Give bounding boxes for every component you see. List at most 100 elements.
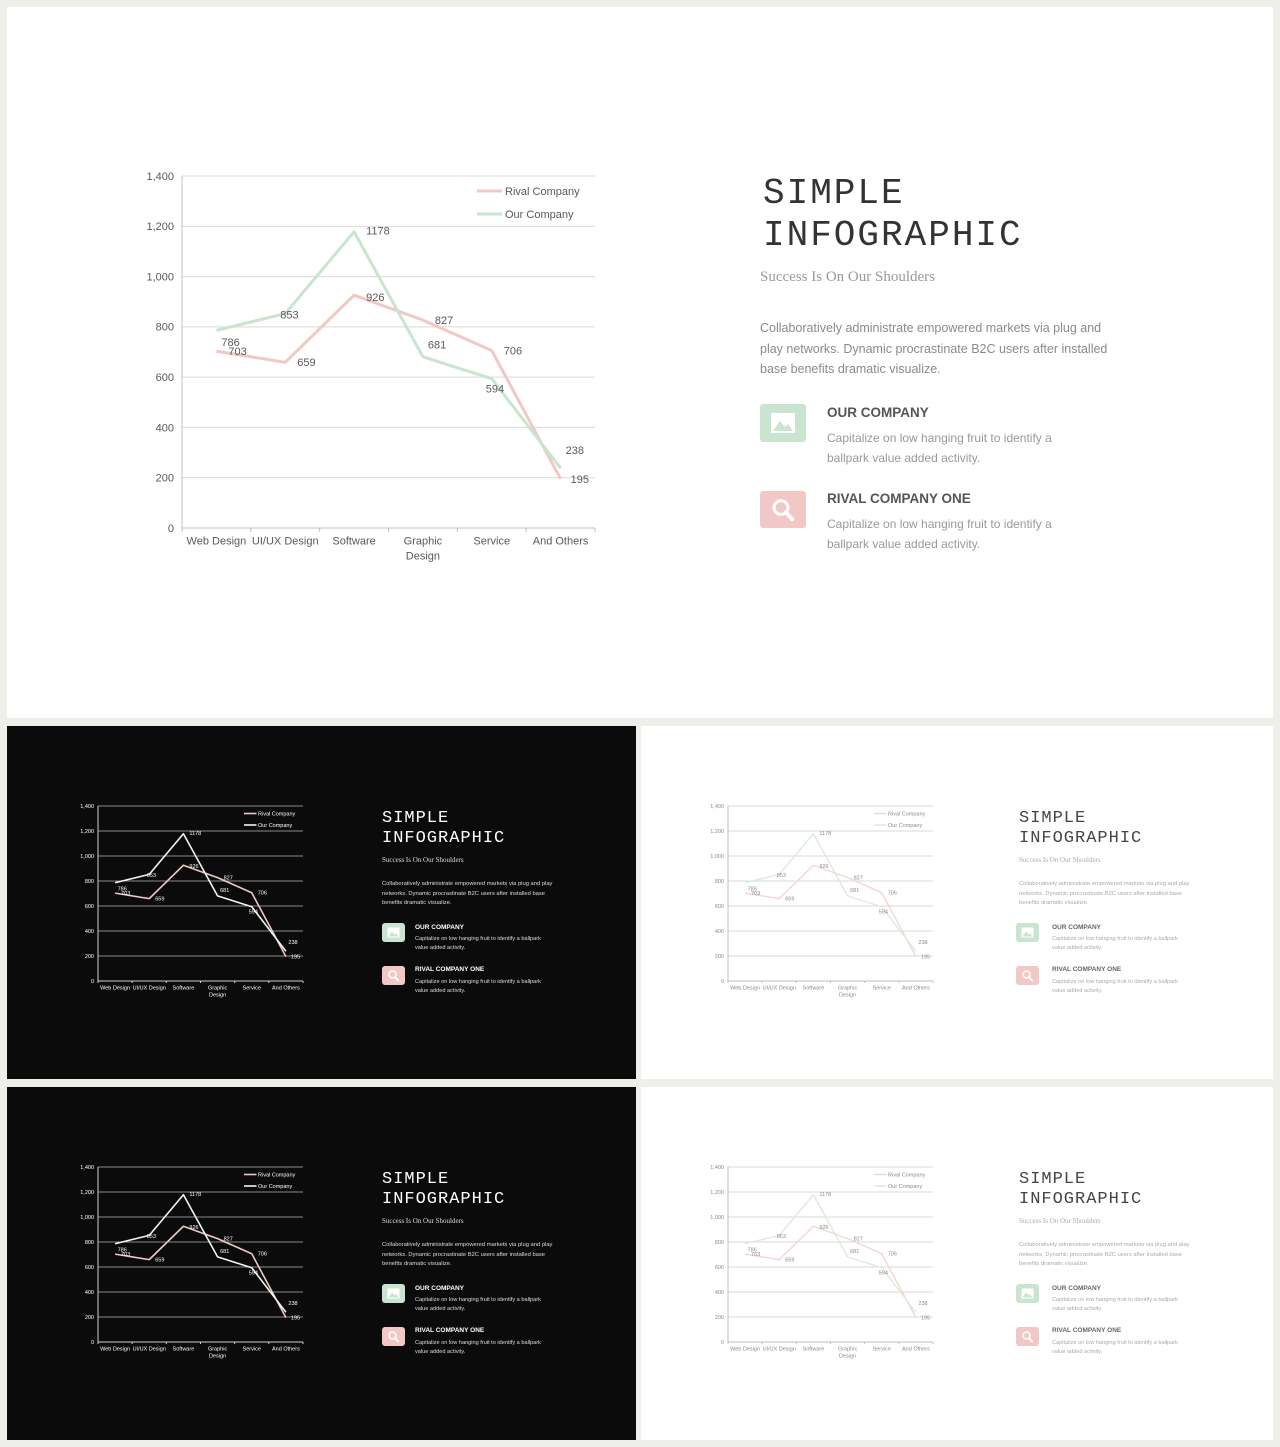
- y-tick-label: 1,000: [80, 854, 94, 860]
- rival-company-desc: Capitalize on low hanging fruit to ident…: [1052, 979, 1178, 995]
- y-tick-label: 1,200: [80, 1190, 94, 1196]
- x-tick-label: Design: [406, 550, 440, 562]
- data-label: 1178: [819, 831, 831, 837]
- mountain-image-icon: [760, 404, 806, 442]
- legend-label: Our Company: [888, 823, 922, 829]
- data-label: 706: [258, 1252, 267, 1258]
- slide-thumbnail-dark-1[interactable]: 0 200 400 600 800 1,000 1,200 1,400 Web Design UI…: [7, 726, 636, 1079]
- y-tick-label: 1,000: [710, 1215, 724, 1221]
- series-line-rival-company: [744, 864, 917, 957]
- x-tick-label: UI/UX Design: [133, 985, 166, 991]
- data-label: 238: [288, 1301, 297, 1307]
- y-tick-label: 1,400: [710, 1165, 724, 1171]
- x-tick-label: Software: [332, 536, 375, 548]
- y-tick-label: 400: [156, 422, 174, 434]
- y-tick-label: 400: [85, 929, 94, 935]
- legend-label: Our Company: [505, 209, 574, 221]
- slide-title: SIMPLE INFOGRAPHIC: [763, 173, 1023, 257]
- data-label: 594: [879, 910, 888, 916]
- slide-thumbnail-dark-2[interactable]: 0 200 400 600 800 1,000 1,200 1,400 Web Design UI…: [7, 1087, 636, 1440]
- data-label: 853: [280, 309, 298, 321]
- x-tick-label: UI/UX Design: [763, 985, 796, 991]
- data-label: 853: [777, 873, 786, 879]
- data-label: 1178: [189, 1192, 201, 1198]
- legend-label: Rival Company: [258, 1172, 296, 1178]
- rival-company-desc: Capitalize on low hanging fruit to ident…: [1052, 1340, 1178, 1356]
- rival-company-title: RIVAL COMPANY ONE: [415, 966, 485, 973]
- data-label: 659: [785, 1258, 794, 1264]
- rival-company-title: RIVAL COMPANY ONE: [827, 491, 971, 506]
- data-label: 659: [297, 357, 315, 369]
- slide-thumbnail-light-2[interactable]: 0 200 400 600 800 1,000 1,200 1,400 Web Design UI…: [641, 1087, 1273, 1440]
- slide-title: SIMPLE INFOGRAPHIC: [382, 1170, 506, 1210]
- x-tick-label: Graphic: [404, 536, 443, 548]
- data-label: 827: [435, 315, 453, 327]
- series-line-our-company: [114, 832, 287, 952]
- data-label: 238: [566, 445, 584, 457]
- y-tick-label: 1,400: [710, 804, 724, 810]
- series-line-our-company: [216, 230, 562, 470]
- data-label: 195: [291, 1316, 300, 1322]
- series-line-our-company: [744, 833, 917, 952]
- data-label: 926: [366, 292, 384, 304]
- search-icon: [1016, 1327, 1039, 1346]
- y-tick-label: 200: [156, 473, 174, 485]
- data-label: 786: [118, 887, 127, 893]
- x-tick-label: Service: [243, 1346, 261, 1352]
- slide-subtitle: Success Is On Our Shoulders: [1019, 1217, 1101, 1225]
- y-tick-label: 0: [721, 979, 724, 985]
- data-label: 594: [879, 1271, 888, 1277]
- x-tick-label: Design: [839, 1354, 856, 1360]
- data-label: 706: [504, 345, 522, 357]
- y-tick-label: 1,400: [80, 804, 94, 810]
- x-tick-label: Graphic: [208, 1346, 228, 1352]
- data-label: 706: [258, 891, 267, 897]
- data-label: 926: [189, 864, 198, 870]
- data-label: 853: [147, 1234, 156, 1240]
- rival-company-title: RIVAL COMPANY ONE: [415, 1327, 485, 1334]
- y-tick-label: 800: [156, 322, 174, 334]
- data-label: 195: [291, 955, 300, 961]
- x-tick-label: Service: [243, 985, 261, 991]
- data-label: 786: [118, 1248, 127, 1254]
- legend-label: Our Company: [888, 1184, 922, 1190]
- data-label: 827: [224, 1237, 233, 1243]
- our-company-title: OUR COMPANY: [415, 1285, 464, 1292]
- y-tick-label: 1,200: [710, 1190, 724, 1196]
- slide-large[interactable]: 0 200 400 600 800 1,000 1,200 1,400 Web Design UI…: [7, 7, 1273, 718]
- legend-label: Rival Company: [888, 1172, 926, 1178]
- legend-label: Our Company: [258, 1184, 292, 1190]
- slide-subtitle: Success Is On Our Shoulders: [382, 856, 464, 864]
- y-tick-label: 800: [85, 879, 94, 885]
- y-tick-label: 600: [85, 1265, 94, 1271]
- search-icon: [1016, 966, 1039, 985]
- search-icon: [382, 1327, 405, 1346]
- rival-company-desc: Capitalize on low hanging fruit to ident…: [415, 1340, 541, 1356]
- data-label: 926: [819, 864, 828, 870]
- data-label: 681: [220, 888, 229, 894]
- data-label: 853: [147, 873, 156, 879]
- data-label: 1178: [819, 1192, 831, 1198]
- x-tick-label: Graphic: [838, 985, 858, 991]
- y-tick-label: 400: [715, 1290, 724, 1296]
- slide-thumbnail-light-1[interactable]: 0 200 400 600 800 1,000 1,200 1,400 Web Design UI…: [641, 726, 1273, 1079]
- y-tick-label: 1,400: [80, 1165, 94, 1171]
- y-tick-label: 1,400: [146, 171, 174, 183]
- legend-label: Rival Company: [888, 811, 926, 817]
- y-tick-label: 1,200: [146, 221, 174, 233]
- data-label: 853: [777, 1234, 786, 1240]
- data-label: 926: [189, 1225, 198, 1231]
- x-tick-label: Service: [873, 985, 891, 991]
- y-tick-label: 200: [85, 954, 94, 960]
- x-tick-label: And Others: [902, 1346, 930, 1352]
- search-icon: [760, 491, 806, 528]
- data-label: 1178: [366, 226, 390, 238]
- x-tick-label: Web Design: [730, 985, 760, 991]
- x-tick-label: And Others: [272, 1346, 300, 1352]
- x-tick-label: Software: [803, 1346, 825, 1352]
